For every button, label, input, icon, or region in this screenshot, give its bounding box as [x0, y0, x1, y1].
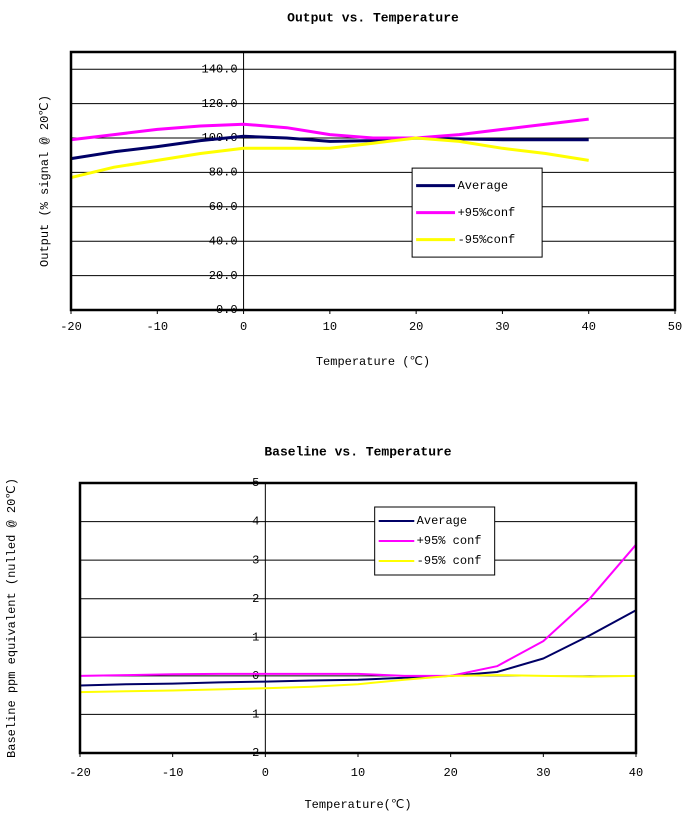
x-tick-label: 0: [262, 766, 269, 780]
y-tick-label: 20.0: [209, 269, 238, 283]
plot-frame: [78, 481, 638, 755]
legend-label: Average: [417, 514, 467, 528]
x-tick-label: 30: [495, 320, 509, 334]
y-tick-label: 80.0: [209, 166, 238, 180]
y-tick-label: 4: [252, 515, 259, 529]
x-tick-label: 20: [443, 766, 457, 780]
x-tick-label: -10: [162, 766, 184, 780]
y-tick-label: 1: [252, 630, 259, 644]
y-tick-label: 60.0: [209, 200, 238, 214]
series-line: [79, 609, 637, 687]
x-axis-label: Temperature (℃): [316, 355, 430, 369]
legend-label: +95%conf: [458, 206, 516, 220]
x-tick-label: -10: [146, 320, 168, 334]
y-tick-label: 2: [252, 592, 259, 606]
x-tick-label: 20: [409, 320, 423, 334]
chart-title: Baseline vs. Temperature: [264, 444, 451, 459]
chart-title: Output vs. Temperature: [287, 10, 459, 25]
x-tick-label: -20: [69, 766, 91, 780]
legend-label: -95%conf: [458, 233, 516, 247]
y-tick-label: 0: [252, 669, 259, 683]
series-line: [70, 134, 589, 161]
y-tick-label: 1: [252, 708, 259, 722]
x-tick-label: -20: [60, 320, 82, 334]
x-tick-label: 10: [351, 766, 365, 780]
series-line: [70, 117, 589, 142]
x-tick-label: 10: [323, 320, 337, 334]
x-tick-label: 0: [240, 320, 247, 334]
series-line: [79, 674, 637, 694]
x-tick-label: 40: [629, 766, 643, 780]
series-line: [70, 136, 589, 180]
x-axis-label: Temperature(℃): [304, 798, 411, 812]
x-tick-label: 40: [582, 320, 596, 334]
y-tick-label: 3: [252, 553, 259, 567]
x-tick-label: 50: [668, 320, 682, 334]
plot-frame: [69, 50, 677, 312]
y-axis-label: Output (% signal @ 20℃): [38, 95, 52, 267]
chart: Output vs. Temperature0.020.040.060.080.…: [38, 10, 682, 369]
legend-label: -95% conf: [417, 554, 482, 568]
y-tick-label: 120.0: [202, 97, 238, 111]
y-tick-label: 140.0: [202, 62, 238, 76]
legend-label: Average: [458, 179, 508, 193]
y-axis-label: Baseline ppm equivalent (nulled @ 20℃): [5, 478, 19, 758]
legend-label: +95% conf: [417, 534, 482, 548]
series-line: [79, 544, 637, 677]
y-tick-label: 40.0: [209, 234, 238, 248]
x-tick-label: 30: [536, 766, 550, 780]
